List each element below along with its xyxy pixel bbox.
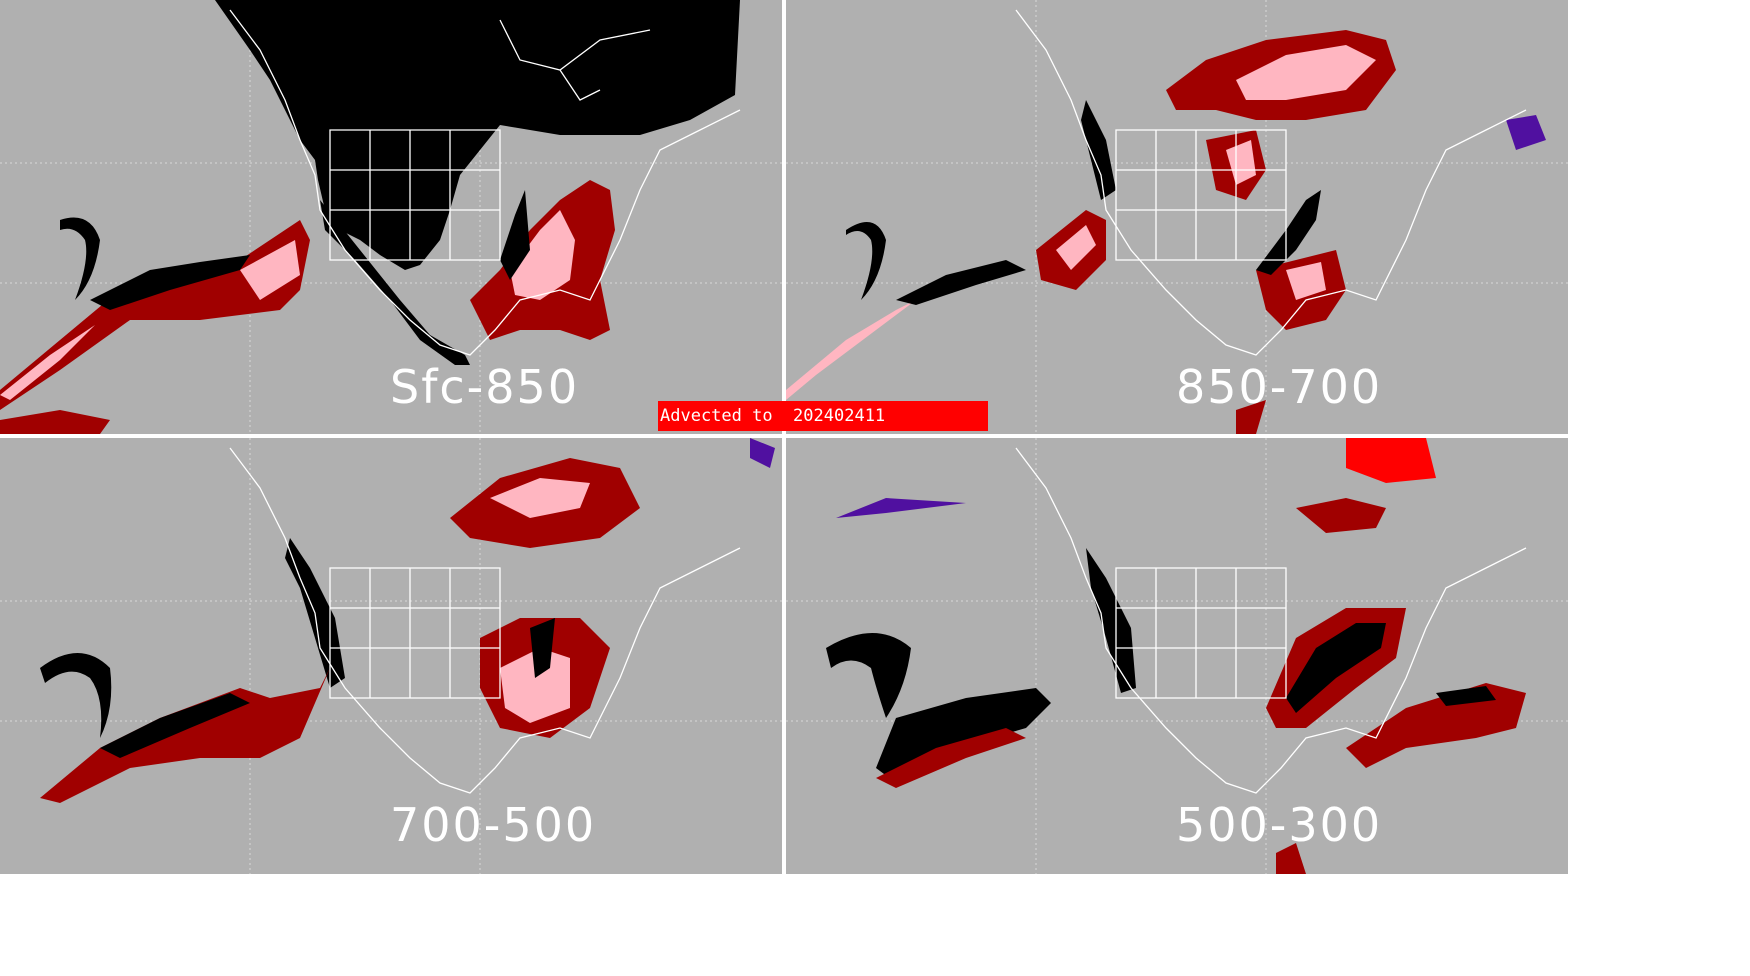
region-black-coast: [1086, 548, 1136, 693]
region-darkred-south: [1236, 400, 1266, 434]
region-black-east: [1286, 623, 1386, 713]
region-black-north: [215, 0, 740, 270]
panel-500-300: 500-300: [786, 438, 1568, 874]
region-pink-east: [510, 210, 575, 300]
panel-sfc-850: Sfc-850: [0, 0, 782, 434]
panel-850-700: 850-700: [786, 0, 1568, 434]
state-borders: [1115, 129, 1287, 261]
region-black-pacific: [100, 693, 250, 758]
state-borders: [329, 567, 501, 699]
region-purple-west: [836, 498, 966, 518]
region-pink-west: [1056, 225, 1096, 270]
region-black-east: [530, 618, 555, 678]
panel-label: 700-500: [390, 798, 597, 852]
region-darkred-pacific: [40, 668, 330, 803]
panel-label: 500-300: [1176, 798, 1383, 852]
panel-700-500: 700-500: [0, 438, 782, 874]
coastline: [229, 447, 741, 794]
region-pink-east: [500, 648, 570, 723]
region-darkred-pacific: [0, 220, 310, 410]
region-black-coast: [1081, 100, 1116, 200]
canada-borders: [499, 19, 651, 101]
region-black-curl: [40, 653, 112, 738]
region-black-pacific: [90, 255, 250, 310]
region-pink-pacific: [240, 240, 300, 300]
region-darkred-north: [1296, 498, 1386, 533]
region-purple-east: [1506, 115, 1546, 150]
coastline: [1015, 9, 1527, 356]
region-black-atlantic: [1436, 686, 1496, 706]
region-pink-gulf: [1286, 262, 1326, 300]
region-darkred-south: [0, 410, 110, 434]
region-pink-north: [490, 478, 590, 518]
map-850-700: [786, 0, 1568, 434]
region-black-appalachian: [1256, 190, 1321, 275]
coastline: [1015, 447, 1527, 794]
region-black-curl: [826, 633, 911, 718]
map-700-500: [0, 438, 782, 874]
region-pink-plume: [786, 300, 916, 400]
region-black-pacific: [896, 260, 1026, 305]
region-pink-north: [1236, 45, 1376, 100]
panel-label: Sfc-850: [390, 360, 580, 414]
map-500-300: [786, 438, 1568, 874]
region-purple-east: [750, 438, 775, 468]
region-pink-plume: [0, 325, 95, 400]
region-red-north: [1346, 438, 1436, 483]
region-black-east: [500, 190, 530, 280]
map-sfc-850: [0, 0, 782, 434]
region-black-curl: [60, 217, 100, 300]
advected-banner: Advected to 202402411: [658, 401, 988, 431]
coastline: [229, 9, 741, 356]
region-darkred-south: [1276, 843, 1306, 874]
region-pink-midwest: [1226, 140, 1256, 185]
map-frame: Sfc-850 850-700: [0, 0, 1568, 874]
region-black-curl: [846, 222, 886, 300]
state-borders: [1115, 567, 1287, 699]
region-darkred-atlantic: [1346, 683, 1526, 768]
panel-label: 850-700: [1176, 360, 1383, 414]
state-borders: [329, 129, 501, 261]
region-darkred-pacific: [876, 728, 1026, 788]
